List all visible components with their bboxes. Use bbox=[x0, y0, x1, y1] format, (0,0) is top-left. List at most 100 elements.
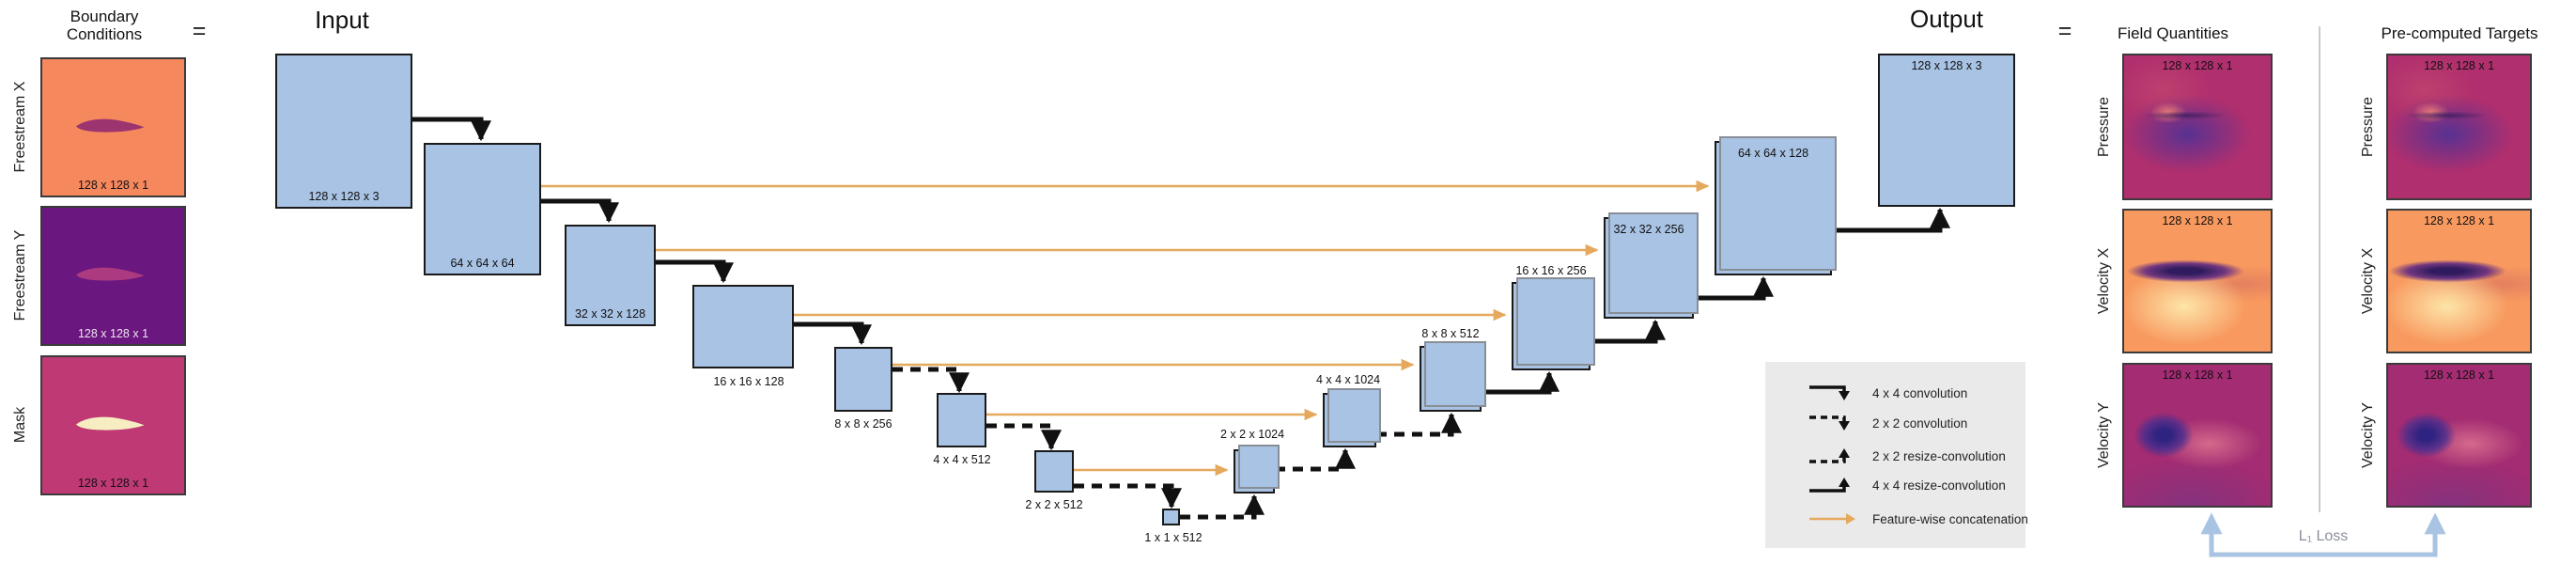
field-pressure-image: 128 x 128 x 1 bbox=[2122, 54, 2273, 200]
legend-label: Feature-wise concatenation bbox=[1872, 511, 2028, 526]
target-pressure-image: 128 x 128 x 1 bbox=[2386, 54, 2532, 200]
block-dims: 32 x 32 x 256 bbox=[1613, 223, 1684, 236]
velocity-y-label-left: Velocity Y bbox=[2096, 402, 2112, 468]
bottleneck-block-1 bbox=[1162, 509, 1180, 525]
block-dims: 4 x 4 x 1024 bbox=[1315, 373, 1381, 386]
pressure-label-left: Pressure bbox=[2096, 96, 2112, 158]
pressure-dims: 128 x 128 x 1 bbox=[2423, 59, 2495, 72]
block-dims: 4 x 4 x 512 bbox=[933, 453, 991, 466]
airfoil-shape bbox=[76, 118, 145, 133]
output-title: Output bbox=[1909, 5, 1984, 33]
freestream-x-dims: 128 x 128 x 1 bbox=[77, 179, 149, 192]
velocity-x-dims: 128 x 128 x 1 bbox=[2162, 214, 2233, 227]
solid-up-arrow-icon bbox=[1809, 478, 1850, 493]
resize4-arrow-3 bbox=[1694, 275, 1775, 301]
legend-item: 4 x 4 resize-convolution bbox=[1807, 473, 2006, 497]
block-dims: 1 x 1 x 512 bbox=[1144, 531, 1203, 544]
freestream-y-image: 128 x 128 x 1 bbox=[40, 206, 186, 346]
decoder-block-2 bbox=[1234, 449, 1275, 494]
encoder-block-4 bbox=[937, 393, 986, 447]
block-dims: 2 x 2 x 1024 bbox=[1219, 428, 1285, 441]
input-title: Input bbox=[315, 6, 369, 34]
block-dims: 64 x 64 x 64 bbox=[450, 257, 515, 270]
decoder-block-32: 32 x 32 x 256 bbox=[1604, 217, 1694, 319]
resize4-arrow-4 bbox=[1832, 207, 1951, 233]
freestream-x-label: Freestream X bbox=[12, 81, 28, 173]
field-velocity-x-image: 128 x 128 x 1 bbox=[2122, 209, 2273, 353]
legend-label: 4 x 4 convolution bbox=[1872, 385, 1968, 400]
boundary-conditions-header: Boundary Conditions bbox=[66, 8, 143, 43]
orange-right-arrow-icon bbox=[1809, 513, 1855, 525]
equals-sign-right: = bbox=[2057, 18, 2072, 44]
l1-loss-label: L₁ Loss bbox=[2298, 528, 2349, 544]
velocity-y-dims: 128 x 128 x 1 bbox=[2162, 368, 2233, 382]
block-dims: 16 x 16 x 128 bbox=[713, 375, 784, 388]
velocity-x-label-left: Velocity X bbox=[2096, 247, 2112, 315]
legend-label: 2 x 2 resize-convolution bbox=[1872, 448, 2006, 463]
airfoil-shape bbox=[76, 416, 145, 431]
conv2-arrow-2-line bbox=[986, 423, 1054, 440]
solid-down-arrow-icon bbox=[1809, 385, 1850, 400]
velocity-x-label-right: Velocity X bbox=[2360, 247, 2376, 315]
decoder-block-64: 64 x 64 x 128 bbox=[1715, 141, 1832, 275]
freestream-x-image: 128 x 128 x 1 bbox=[40, 57, 186, 197]
freestream-y-dims: 128 x 128 x 1 bbox=[77, 327, 149, 340]
conv-arrow-1 bbox=[412, 117, 492, 142]
mask-dims: 128 x 128 x 1 bbox=[77, 477, 149, 490]
block-dims: 8 x 8 x 256 bbox=[834, 417, 892, 431]
legend-item: 4 x 4 convolution bbox=[1807, 381, 1967, 405]
conv-arrow-2 bbox=[541, 198, 620, 224]
output-block-128: 128 x 128 x 3 bbox=[1878, 54, 2015, 207]
legend-item: Feature-wise concatenation bbox=[1807, 507, 2028, 531]
pressure-dims: 128 x 128 x 1 bbox=[2162, 59, 2233, 72]
block-dims: 16 x 16 x 256 bbox=[1515, 264, 1587, 277]
column-divider-line bbox=[2319, 26, 2320, 512]
decoder-block-4 bbox=[1323, 393, 1376, 447]
mask-image: 128 x 128 x 1 bbox=[40, 355, 186, 495]
dashed-down-arrow-icon bbox=[1809, 415, 1850, 431]
encoder-block-32: 32 x 32 x 128 bbox=[565, 225, 656, 326]
block-dims: 128 x 128 x 3 bbox=[308, 190, 380, 203]
resize2-arrow-1-line bbox=[1275, 459, 1348, 472]
conv-arrow-3 bbox=[656, 259, 735, 284]
target-velocity-x-image: 128 x 128 x 1 bbox=[2386, 209, 2532, 353]
legend-box: 4 x 4 convolution 2 x 2 convolution 2 x … bbox=[1765, 362, 2028, 548]
encoder-block-2 bbox=[1034, 450, 1074, 493]
resize4-arrow-2 bbox=[1591, 319, 1667, 344]
velocity-x-dims: 128 x 128 x 1 bbox=[2423, 214, 2495, 227]
freestream-y-label: Freestream Y bbox=[12, 229, 28, 321]
encoder-block-16 bbox=[692, 285, 794, 368]
block-dims: 32 x 32 x 128 bbox=[574, 307, 646, 321]
velocity-y-label-right: Velocity Y bbox=[2360, 402, 2376, 468]
equals-sign-left: = bbox=[192, 18, 207, 44]
resize2-arrow-2-line bbox=[1376, 423, 1454, 437]
field-velocity-y-image: 128 x 128 x 1 bbox=[2122, 363, 2273, 508]
decoder-block-16 bbox=[1512, 282, 1591, 370]
l1-loss-bracket-arrow bbox=[2200, 512, 2446, 557]
legend-label: 2 x 2 convolution bbox=[1872, 415, 1968, 431]
legend-label: 4 x 4 resize-convolution bbox=[1872, 478, 2006, 493]
encoder-block-64: 64 x 64 x 64 bbox=[424, 143, 541, 275]
encoder-block-128: 128 x 128 x 3 bbox=[275, 54, 412, 209]
pre-computed-targets-header: Pre-computed Targets bbox=[2381, 24, 2538, 42]
resize2-arrow-0-line bbox=[1180, 505, 1257, 520]
pressure-label-right: Pressure bbox=[2360, 96, 2376, 158]
airfoil-shape bbox=[76, 267, 145, 281]
mask-label: Mask bbox=[12, 406, 28, 444]
conv2-arrow-1-line bbox=[892, 367, 962, 383]
block-dims: 128 x 128 x 3 bbox=[1911, 59, 1982, 72]
resize4-arrow-1 bbox=[1482, 370, 1560, 395]
field-quantities-header: Field Quantities bbox=[2117, 24, 2229, 42]
conv-arrow-4 bbox=[794, 321, 873, 346]
legend-item: 2 x 2 resize-convolution bbox=[1807, 444, 2006, 468]
block-dims: 8 x 8 x 512 bbox=[1421, 327, 1480, 340]
legend-item: 2 x 2 convolution bbox=[1807, 411, 1967, 435]
velocity-y-dims: 128 x 128 x 1 bbox=[2423, 368, 2495, 382]
block-dims: 2 x 2 x 512 bbox=[1025, 498, 1083, 511]
dashed-up-arrow-icon bbox=[1809, 448, 1850, 463]
decoder-block-8 bbox=[1420, 346, 1482, 412]
encoder-block-8 bbox=[834, 347, 892, 412]
conv2-arrow-3-line bbox=[1074, 483, 1174, 498]
